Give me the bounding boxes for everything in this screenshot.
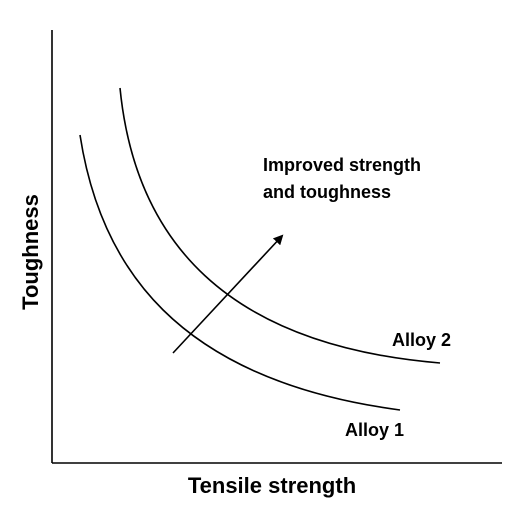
curve-label: Alloy 2 [392, 330, 451, 350]
annotation: Improved strength [263, 155, 421, 175]
arrow [172, 234, 284, 354]
annotation: and toughness [263, 182, 391, 202]
y-axis-label: Toughness [18, 194, 43, 310]
curve-label: Alloy 1 [345, 420, 404, 440]
alloy-2-curve [119, 87, 441, 364]
x-axis-label: Tensile strength [188, 473, 356, 498]
alloy-1-curve [79, 134, 401, 411]
